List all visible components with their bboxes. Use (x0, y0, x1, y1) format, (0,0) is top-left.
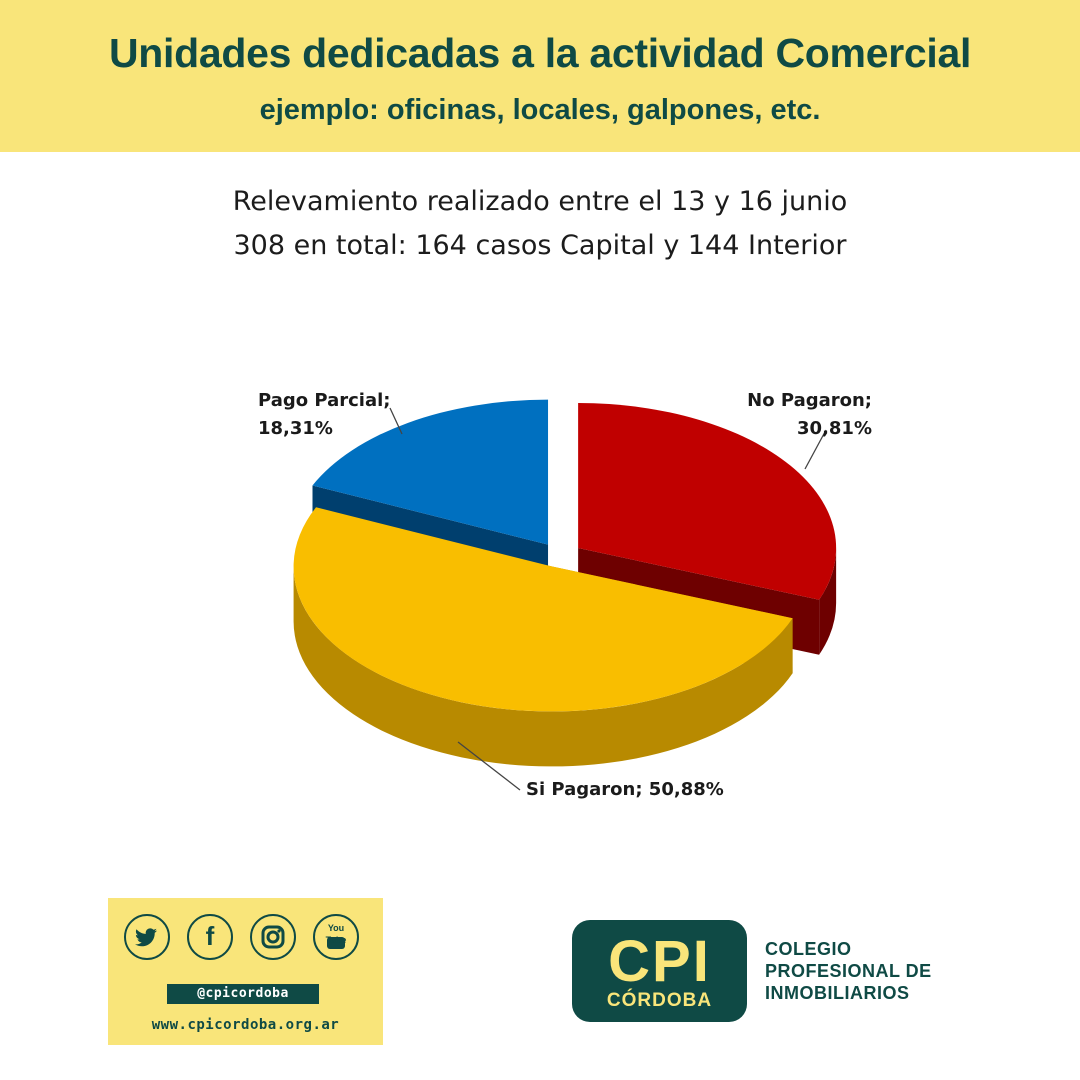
pie-chart: No Pagaron; 30,81% Si Pagaron; 50,88% Pago … (258, 390, 872, 800)
survey-dates: Relevamiento realizado entre el 13 y 16 … (232, 186, 848, 217)
twitter-icon (135, 928, 157, 947)
data-label-no-pagaron-name: No Pagaron; (747, 390, 872, 411)
data-label-pago-parcial-value: 18,31% (258, 418, 333, 439)
social-handle[interactable]: @cpicordoba (167, 984, 319, 1004)
website-link[interactable]: www.cpicordoba.org.ar (151, 1017, 340, 1033)
instagram-icon (261, 925, 285, 949)
facebook-button[interactable]: f (187, 914, 233, 960)
pie-slice-no-pagaron (578, 402, 837, 600)
leader-line-no-pagaron (804, 429, 827, 470)
leader-line-si-pagaron (457, 741, 521, 791)
header-banner: Unidades dedicadas a la actividad Comerc… (0, 0, 1080, 152)
page-subtitle: ejemplo: oficinas, locales, galpones, et… (259, 94, 821, 126)
page-title: Unidades dedicadas a la actividad Comerc… (108, 30, 972, 76)
pie-side-si-pagaron (293, 566, 793, 767)
organization-name: COLEGIO PROFESIONAL DE INMOBILIARIOS (765, 938, 932, 1004)
org-line-2: PROFESIONAL DE (765, 961, 932, 981)
data-label-si-pagaron: Si Pagaron; 50,88% (526, 779, 724, 800)
social-panel: f You Tube @cpicordoba www.cpicordoba.or… (108, 898, 383, 1045)
leader-line-pago-parcial (389, 407, 403, 435)
data-label-pago-parcial-name: Pago Parcial; (258, 390, 390, 411)
org-line-1: COLEGIO (765, 939, 852, 959)
logo-cpi-text: CPI (608, 929, 711, 994)
youtube-icon (327, 937, 345, 949)
instagram-button[interactable] (250, 914, 296, 960)
pie-slice-pago-parcial (312, 399, 549, 545)
survey-totals: 308 en total: 164 casos Capital y 144 In… (233, 230, 847, 261)
facebook-icon: f (205, 921, 215, 951)
data-label-no-pagaron-value: 30,81% (797, 418, 872, 439)
cpi-logo: CPI CÓRDOBA (572, 920, 747, 1022)
twitter-button[interactable] (124, 914, 170, 960)
youtube-text: You Tube (325, 923, 347, 945)
pie-slice-si-pagaron (293, 507, 793, 712)
logo-cordoba-text: CÓRDOBA (606, 990, 713, 1011)
org-line-3: INMOBILIARIOS (765, 983, 910, 1003)
pie-side-no-pagaron (819, 547, 837, 655)
youtube-button[interactable]: You Tube (313, 914, 359, 960)
